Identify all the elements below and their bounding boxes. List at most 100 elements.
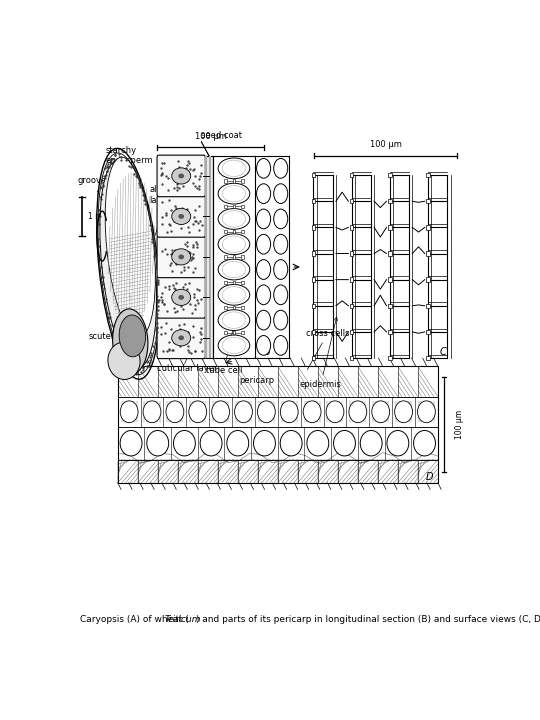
Bar [241, 179, 244, 183]
Bar [205, 156, 206, 358]
Bar [224, 281, 227, 284]
Bar [233, 306, 235, 309]
Ellipse shape [280, 431, 302, 456]
Ellipse shape [274, 235, 288, 254]
Text: A: A [145, 330, 152, 341]
Ellipse shape [256, 209, 271, 229]
Bar [224, 255, 227, 258]
Bar [210, 156, 211, 358]
Bar [388, 251, 392, 256]
Ellipse shape [105, 157, 156, 337]
Ellipse shape [218, 310, 250, 330]
Bar [427, 173, 430, 177]
Text: cuticular layer: cuticular layer [158, 364, 218, 373]
Ellipse shape [417, 401, 435, 423]
Ellipse shape [218, 234, 250, 255]
Ellipse shape [372, 401, 390, 423]
Bar [350, 199, 353, 204]
Text: starchy
endosperm: starchy endosperm [105, 145, 153, 217]
Ellipse shape [143, 401, 161, 423]
Bar [350, 330, 353, 334]
FancyBboxPatch shape [157, 155, 205, 197]
Ellipse shape [218, 184, 250, 204]
Bar [350, 225, 353, 230]
Ellipse shape [256, 184, 271, 204]
Bar [241, 204, 244, 208]
Bar [388, 173, 392, 177]
Ellipse shape [120, 401, 138, 423]
Ellipse shape [100, 160, 157, 368]
Bar [350, 173, 353, 177]
Ellipse shape [172, 168, 191, 184]
Bar [241, 230, 244, 233]
Ellipse shape [253, 431, 275, 456]
Ellipse shape [147, 431, 168, 456]
Bar [241, 306, 244, 309]
Bar [350, 277, 353, 282]
Ellipse shape [256, 260, 271, 279]
Ellipse shape [178, 254, 184, 259]
Text: 100 μm: 100 μm [195, 132, 227, 140]
Bar [388, 330, 392, 334]
Text: B: B [264, 347, 271, 357]
Ellipse shape [212, 401, 230, 423]
Bar [224, 230, 227, 233]
Ellipse shape [395, 401, 413, 423]
Text: tube cell: tube cell [206, 328, 242, 375]
Bar [118, 366, 438, 483]
Text: 100 μm: 100 μm [455, 410, 464, 439]
Ellipse shape [172, 330, 191, 346]
Ellipse shape [256, 235, 271, 254]
Ellipse shape [274, 336, 288, 355]
Ellipse shape [172, 208, 191, 225]
Bar [388, 304, 392, 308]
FancyBboxPatch shape [157, 276, 205, 318]
Ellipse shape [274, 209, 288, 229]
Bar [350, 304, 353, 308]
FancyBboxPatch shape [157, 196, 205, 237]
Ellipse shape [274, 184, 288, 204]
Ellipse shape [120, 431, 142, 456]
Ellipse shape [172, 289, 191, 305]
Bar [233, 204, 235, 208]
Bar [427, 304, 430, 308]
FancyBboxPatch shape [157, 236, 205, 278]
Ellipse shape [256, 158, 271, 179]
Bar [224, 204, 227, 208]
Bar [427, 330, 430, 334]
Bar [233, 179, 235, 183]
Text: Triticum: Triticum [164, 615, 201, 624]
Bar [241, 255, 244, 258]
Bar [224, 179, 227, 183]
Ellipse shape [303, 401, 321, 423]
Ellipse shape [218, 158, 250, 179]
Ellipse shape [218, 209, 250, 229]
Bar [241, 281, 244, 284]
Ellipse shape [256, 310, 271, 330]
Ellipse shape [274, 260, 288, 279]
Bar [350, 356, 353, 360]
Bar [233, 331, 235, 334]
Ellipse shape [258, 401, 275, 423]
Ellipse shape [172, 249, 191, 265]
Bar [388, 356, 392, 360]
Bar [241, 331, 244, 334]
Ellipse shape [387, 431, 409, 456]
Bar [350, 251, 353, 256]
Text: aleurone
layer: aleurone layer [149, 186, 186, 239]
Bar [427, 225, 430, 230]
Text: embryo: embryo [136, 279, 179, 328]
Ellipse shape [360, 431, 382, 456]
Bar [233, 230, 235, 233]
Text: groove: groove [78, 176, 107, 200]
Bar [312, 225, 315, 230]
Ellipse shape [280, 401, 298, 423]
Bar [427, 199, 430, 204]
Ellipse shape [166, 401, 184, 423]
Ellipse shape [334, 431, 355, 456]
Ellipse shape [349, 401, 367, 423]
Text: 100 μm: 100 μm [369, 140, 402, 149]
Bar [427, 277, 430, 282]
Ellipse shape [178, 295, 184, 300]
Text: D: D [426, 472, 433, 482]
